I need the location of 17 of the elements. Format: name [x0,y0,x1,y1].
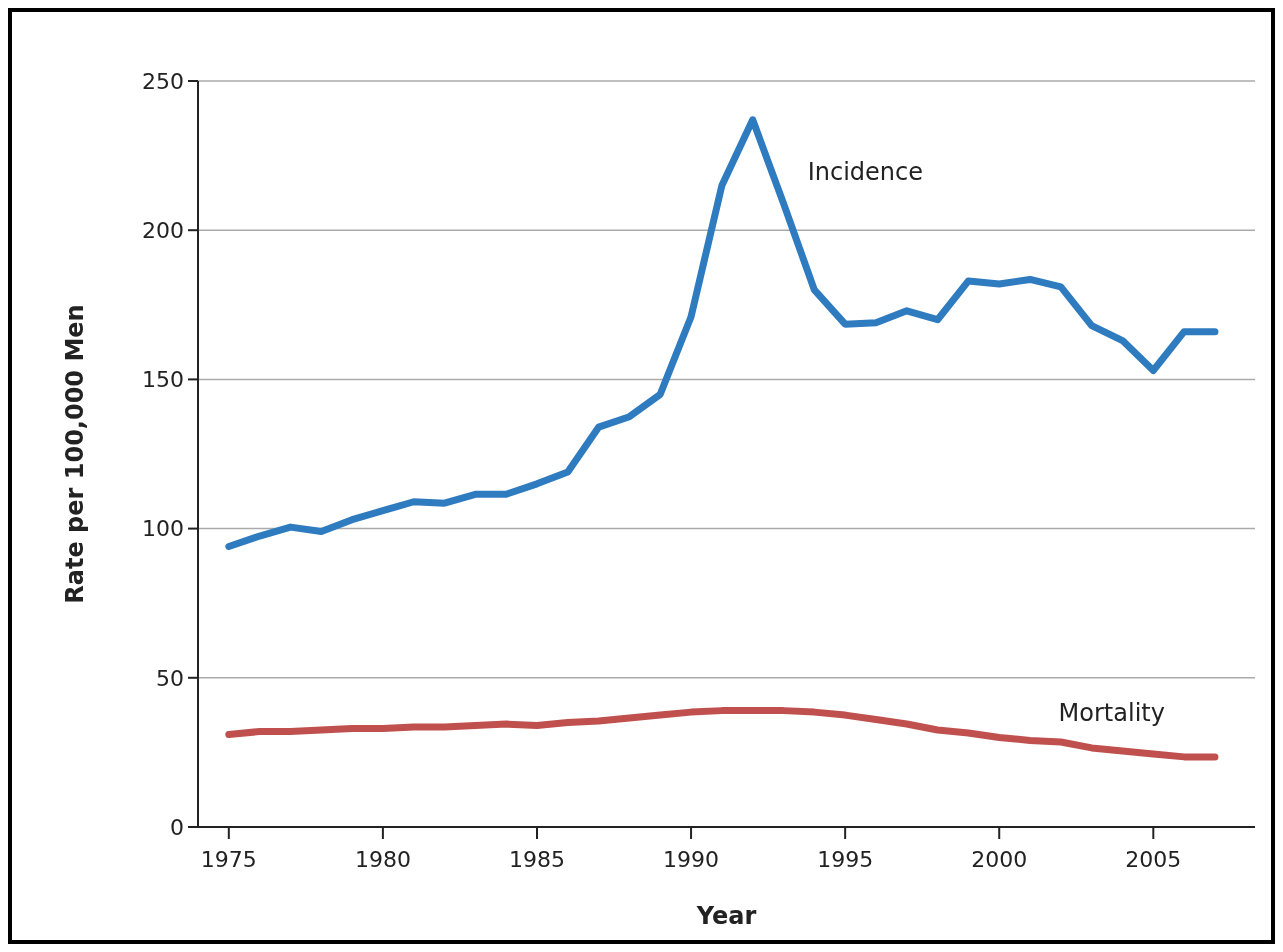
x-tick-label: 1990 [663,847,720,872]
x-tick-label: 2005 [1125,847,1182,872]
x-tick-label: 1995 [817,847,874,872]
y-tick-label: 200 [142,217,184,243]
series-label: Mortality [1058,698,1165,727]
series-label: Incidence [807,157,924,186]
y-tick-label: 50 [156,665,184,691]
y-axis-title: Rate per 100,000 Men [61,304,89,604]
y-tick-label: 0 [170,814,184,840]
y-tick-label: 250 [142,68,184,94]
x-axis-title: Year [695,902,757,930]
x-tick-label: 2000 [971,847,1028,872]
x-tick-label: 1980 [354,847,411,872]
y-tick-label: 100 [142,516,184,542]
y-tick-label: 150 [142,367,184,393]
x-tick-label: 1985 [508,847,565,872]
x-tick-label: 1975 [200,847,257,872]
